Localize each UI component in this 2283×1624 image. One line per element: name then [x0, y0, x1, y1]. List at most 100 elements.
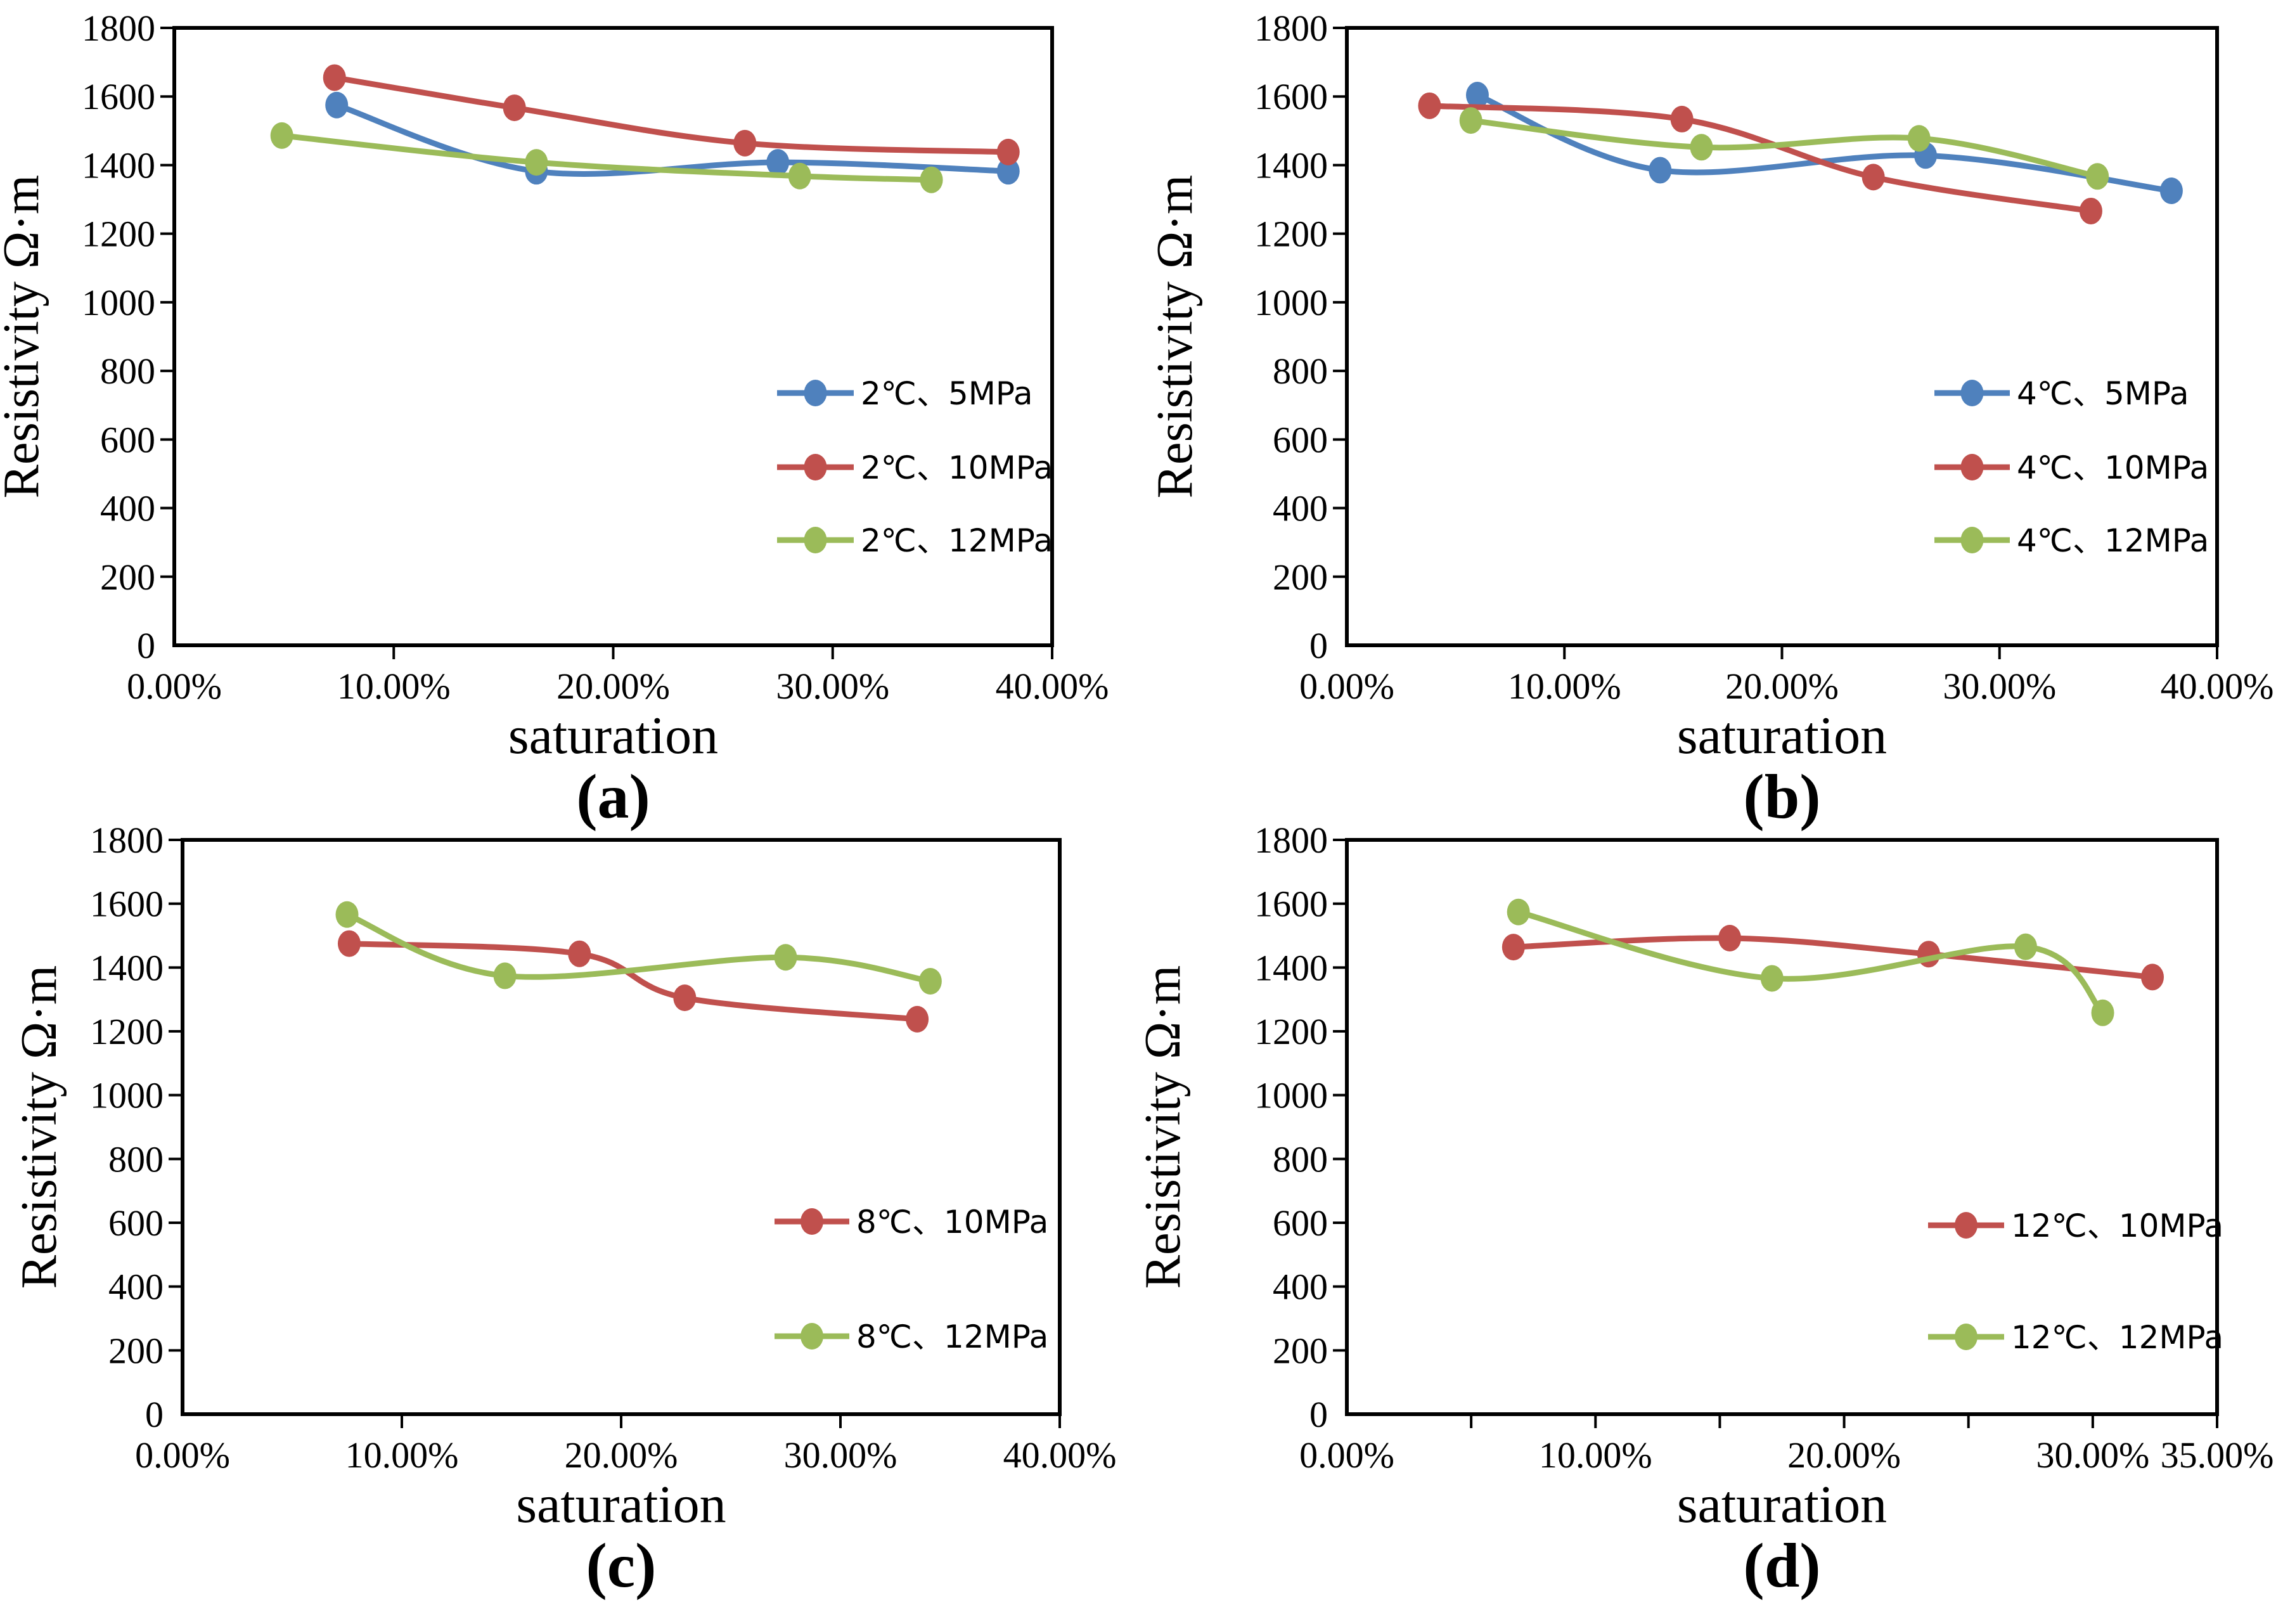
chart-caption: (b)	[1743, 761, 1820, 832]
legend-label: 4℃、5MPa	[2017, 375, 2189, 412]
x-tick-label: 20.00%	[1787, 1434, 1901, 1476]
y-tick-label: 1800	[90, 820, 164, 861]
series-line-a-0	[333, 102, 1012, 177]
series-line-a-2	[279, 132, 935, 183]
y-tick-label: 1400	[1254, 947, 1328, 988]
plot-frame	[1345, 838, 2219, 1416]
data-point-marker	[1670, 105, 1694, 132]
x-axis-title: saturation	[1677, 1475, 1887, 1534]
y-axis-title: Resistivity Ω·m	[0, 175, 49, 499]
y-tick-label: 1600	[1254, 884, 1328, 925]
data-point-marker	[673, 984, 697, 1012]
y-tick-label: 0	[1309, 625, 1328, 666]
data-point-marker	[323, 64, 346, 91]
data-point-marker	[996, 158, 1020, 185]
legend-marker-dot	[804, 527, 827, 553]
legend-marker-dot	[804, 380, 827, 406]
y-tick-label: 800	[1273, 351, 1328, 392]
chart-c: 0 200 400 600 800 1000 1200 1400 1600 1800 0.00% 10…	[11, 820, 1117, 1601]
y-tick-label: 400	[1273, 488, 1328, 529]
data-point-marker	[774, 944, 797, 971]
legend-marker-dot	[1960, 380, 1984, 406]
data-point-marker	[1507, 898, 1530, 925]
series-line-d-1	[1515, 909, 2106, 1016]
data-point-marker	[1418, 92, 1441, 119]
x-tick-label: 10.00%	[345, 1434, 459, 1476]
x-axis-title: saturation	[1677, 706, 1887, 765]
x-tick-label: 0.00%	[135, 1434, 230, 1476]
x-tick-label: 40.00%	[2161, 666, 2274, 707]
y-tick-label: 0	[145, 1394, 164, 1435]
x-tick-label: 10.00%	[1539, 1434, 1652, 1476]
y-tick-label: 1600	[82, 76, 155, 117]
series-line-b-2	[1468, 117, 2100, 179]
data-point-marker	[1459, 107, 1482, 134]
legend-label: 8℃、10MPa	[856, 1204, 1048, 1241]
data-point-marker	[270, 122, 293, 149]
legend-label: 12℃、10MPa	[2011, 1208, 2223, 1244]
x-tick-label: 40.00%	[996, 666, 1109, 707]
data-point-marker	[1502, 934, 1525, 961]
y-tick-label: 1400	[90, 947, 164, 988]
x-tick-label: 20.00%	[1725, 666, 1839, 707]
data-point-marker	[918, 967, 942, 995]
legend-marker-dot	[804, 454, 827, 480]
data-point-marker	[2159, 177, 2183, 205]
legend-marker-dot	[801, 1208, 823, 1235]
legend-label: 8℃、12MPa	[856, 1318, 1048, 1355]
data-point-marker	[1718, 925, 1742, 952]
legend-marker-dot	[801, 1323, 823, 1350]
data-point-marker	[2014, 933, 2037, 960]
y-tick-label: 1400	[1254, 145, 1328, 186]
y-tick-label: 1200	[82, 214, 155, 255]
y-tick-label: 1200	[1254, 214, 1328, 255]
y-tick-label: 600	[1273, 419, 1328, 460]
data-point-marker	[1917, 941, 1940, 968]
data-point-marker	[906, 1005, 929, 1033]
y-tick-label: 600	[100, 419, 155, 460]
x-tick-label: 0.00%	[127, 666, 222, 707]
y-tick-label: 0	[137, 625, 155, 666]
data-point-marker	[337, 930, 361, 957]
legend-label: 4℃、12MPa	[2017, 522, 2209, 559]
y-axis-title: Resistivity Ω·m	[11, 965, 67, 1289]
x-tick-label: 40.00%	[1003, 1434, 1117, 1476]
data-point-marker	[2079, 197, 2102, 224]
data-point-marker	[766, 149, 790, 176]
legend-label: 12℃、12MPa	[2011, 1319, 2223, 1356]
y-tick-label: 1000	[82, 282, 155, 323]
y-tick-label: 1400	[82, 145, 155, 186]
x-tick-label: 0.00%	[1299, 1434, 1394, 1476]
chart-caption: (a)	[576, 761, 650, 832]
data-point-marker	[503, 94, 526, 122]
x-tick-label: 10.00%	[337, 666, 451, 707]
x-tick-label: 30.00%	[776, 666, 889, 707]
y-tick-label: 1200	[90, 1011, 164, 1052]
y-tick-label: 600	[1273, 1202, 1328, 1244]
chart-a: 0 200 400 600 800 1000 1200 1400 1600 1800 0.00% 10…	[0, 8, 1109, 832]
data-point-marker	[525, 149, 548, 176]
chart-a-container: 0 200 400 600 800 1000 1200 1400 1600 1800 0.00% 10…	[0, 0, 1142, 832]
data-point-marker	[920, 166, 943, 193]
y-tick-label: 200	[100, 557, 155, 598]
y-tick-label: 400	[100, 488, 155, 529]
y-tick-label: 200	[1273, 1330, 1328, 1371]
x-tick-label: 30.00%	[1943, 666, 2056, 707]
legend-label: 4℃、10MPa	[2017, 449, 2209, 486]
x-tick-label: 35.00%	[2161, 1434, 2274, 1476]
legend-label: 2℃、5MPa	[861, 375, 1032, 412]
data-point-marker	[493, 962, 517, 989]
series-line-a-1	[331, 74, 1012, 155]
y-tick-label: 1800	[1254, 8, 1328, 49]
y-tick-label: 1800	[82, 8, 155, 49]
data-point-marker	[996, 138, 1020, 165]
legend-marker-dot	[1955, 1212, 1978, 1239]
series-line-b-0	[1474, 92, 2175, 194]
y-tick-label: 1000	[1254, 282, 1328, 323]
x-tick-label: 20.00%	[565, 1434, 678, 1476]
data-point-marker	[1465, 82, 1489, 109]
series-line-c-0	[346, 941, 920, 1022]
y-tick-label: 1600	[1254, 76, 1328, 117]
data-point-marker	[733, 129, 757, 157]
